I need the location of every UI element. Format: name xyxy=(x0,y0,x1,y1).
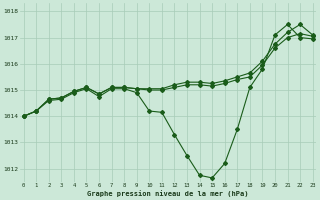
X-axis label: Graphe pression niveau de la mer (hPa): Graphe pression niveau de la mer (hPa) xyxy=(87,190,249,197)
